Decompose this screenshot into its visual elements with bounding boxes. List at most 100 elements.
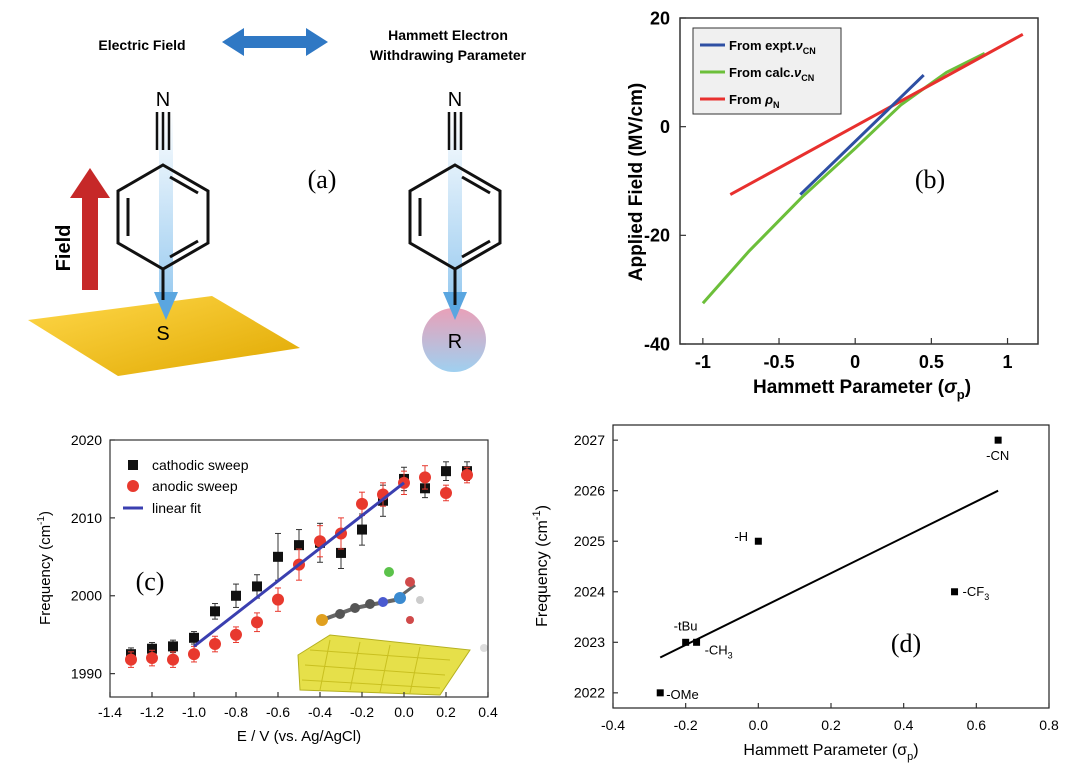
anodic-point bbox=[461, 469, 473, 482]
panel-label-a: (a) bbox=[308, 165, 337, 194]
cathodic-point bbox=[357, 524, 367, 535]
cathodic-point bbox=[189, 632, 199, 643]
y-tick-label-b: -20 bbox=[644, 226, 670, 246]
x-tick-label-d: 0.2 bbox=[821, 717, 841, 733]
point-label: -CN bbox=[986, 448, 1009, 463]
y-tick-label-d: 2027 bbox=[574, 432, 605, 448]
cathodic-point bbox=[273, 551, 283, 562]
fit-line-d bbox=[659, 489, 999, 659]
legend-item-cathodic: cathodic sweep bbox=[152, 457, 249, 473]
panel-a-schematic: Electric Field Hammett Electron Withdraw… bbox=[28, 27, 527, 376]
anodic-point bbox=[125, 653, 137, 666]
cathodic-point bbox=[210, 606, 220, 617]
x-tick-label-c: -0.2 bbox=[350, 704, 374, 720]
linear-fit-line bbox=[193, 481, 405, 648]
series-line-b-1 bbox=[729, 32, 1024, 196]
x-tick-label-c: 0.2 bbox=[436, 704, 456, 720]
y-tick-label-b: -40 bbox=[644, 334, 670, 354]
point-label: -CH3 bbox=[705, 642, 733, 660]
x-tick-label-c: -1.4 bbox=[98, 704, 122, 720]
x-tick-label-c: -1.2 bbox=[140, 704, 164, 720]
x-tick-label-b: 0 bbox=[850, 352, 860, 372]
data-point-d bbox=[682, 638, 690, 646]
y-tick-label-b: 0 bbox=[660, 117, 670, 137]
x-tick-label-d: 0.4 bbox=[894, 717, 914, 733]
point-label: -OMe bbox=[666, 687, 699, 702]
data-point-d bbox=[951, 588, 959, 596]
plot-frame-b bbox=[679, 17, 1039, 345]
left-title: Electric Field bbox=[98, 37, 185, 53]
y-tick-label-c: 2000 bbox=[71, 588, 102, 604]
x-tick-label-b: -0.5 bbox=[764, 352, 795, 372]
axis-ticks-c: -1.4 -1.2 -1.0 -0.8 -0.6 -0.4 -0.2 0.0 0.2 0.4 199… bbox=[71, 432, 498, 720]
anodic-point bbox=[167, 653, 179, 666]
x-tick-label-c: -1.0 bbox=[182, 704, 206, 720]
x-tick-label-c: -0.4 bbox=[308, 704, 332, 720]
anodic-point bbox=[440, 486, 452, 499]
anodic-point bbox=[356, 497, 368, 510]
x-tick-label-c: 0.4 bbox=[478, 704, 498, 720]
x-tick-label-d: -0.2 bbox=[674, 717, 698, 733]
x-tick-label-b: 0.5 bbox=[919, 352, 944, 372]
x-tick-label-d: 0.0 bbox=[749, 717, 769, 733]
cathodic-point bbox=[231, 590, 241, 601]
nitrogen-left: N bbox=[156, 89, 170, 111]
anodic-point bbox=[209, 638, 221, 651]
series-b bbox=[701, 32, 1024, 305]
y-tick-label-c: 2020 bbox=[71, 432, 102, 448]
legend-b: From expt.νCN From calc.νCN From ρN bbox=[692, 27, 842, 115]
legend-item-expt: From expt.νCN bbox=[729, 38, 816, 56]
y-tick-label-d: 2026 bbox=[574, 483, 605, 499]
axis-ticks-d: -0.4 -0.2 0.0 0.2 0.4 0.6 0.8 2022 2023 2024 2025 2… bbox=[574, 432, 1059, 733]
y-axis-label-c: Frequency (cm-1) bbox=[36, 511, 54, 625]
point-label: -H bbox=[734, 529, 748, 544]
cathodic-point bbox=[294, 540, 304, 551]
axis-ticks-b: -1 -0.5 0 0.5 1 -40 -20 0 20 bbox=[644, 8, 1013, 372]
x-tick-label-b: -1 bbox=[695, 352, 711, 372]
legend-c: cathodic sweep anodic sweep linear fit bbox=[123, 457, 249, 516]
y-tick-label-d: 2022 bbox=[574, 685, 605, 701]
panel-d-chart: -0.4 -0.2 0.0 0.2 0.4 0.6 0.8 2022 2023 2024 2025 2… bbox=[531, 424, 1059, 763]
anodic-point bbox=[251, 616, 263, 629]
anodic-point bbox=[188, 648, 200, 661]
y-tick-label-d: 2023 bbox=[574, 634, 605, 650]
cathodic-point bbox=[168, 641, 178, 652]
point-label: -tBu bbox=[674, 618, 698, 633]
legend-item-fit: linear fit bbox=[152, 500, 201, 516]
r-group-label: R bbox=[448, 331, 462, 353]
x-axis-label-d: Hammett Parameter (σp) bbox=[743, 742, 918, 763]
anodic-point bbox=[272, 593, 284, 606]
dipole-arrowhead-icon bbox=[154, 292, 178, 320]
data-point-d bbox=[994, 436, 1002, 444]
anodic-point bbox=[146, 652, 158, 665]
panel-label-b: (b) bbox=[915, 165, 945, 194]
y-tick-label-d: 2024 bbox=[574, 584, 605, 600]
x-tick-label-c: -0.8 bbox=[224, 704, 248, 720]
panel-label-d: (d) bbox=[891, 629, 921, 658]
data-point-d bbox=[754, 537, 762, 545]
x-tick-label-d: -0.4 bbox=[601, 717, 625, 733]
cathodic-point bbox=[252, 581, 262, 592]
sulfur-label: S bbox=[156, 323, 169, 345]
double-arrow-icon bbox=[222, 28, 328, 56]
x-tick-label-d: 0.8 bbox=[1039, 717, 1059, 733]
gold-surface bbox=[28, 296, 300, 376]
y-tick-label-b: 20 bbox=[650, 8, 670, 28]
anodic-point bbox=[230, 628, 242, 641]
y-axis-label-b: Applied Field (MV/cm) bbox=[626, 83, 647, 281]
data-point-d bbox=[693, 638, 701, 646]
panel-b-chart: -1 -0.5 0 0.5 1 -40 -20 0 20 From expt.νCN From … bbox=[626, 8, 1039, 402]
panel-c-chart: -1.4 -1.2 -1.0 -0.8 -0.6 -0.4 -0.2 0.0 0.2 0.4 199… bbox=[36, 432, 498, 745]
data-point-d bbox=[656, 689, 664, 697]
x-tick-label-d: 0.6 bbox=[967, 717, 987, 733]
cathodic-point bbox=[336, 547, 346, 558]
series-d: -OMe -tBu -CH3 -H -CF3 -CN bbox=[656, 436, 1009, 702]
left-molecule: N S bbox=[116, 89, 210, 345]
y-tick-label-c: 2010 bbox=[71, 510, 102, 526]
x-axis-label-b: Hammett Parameter (σp) bbox=[753, 377, 971, 402]
right-molecule: N R bbox=[408, 89, 502, 372]
x-tick-label-c: -0.6 bbox=[266, 704, 290, 720]
legend-item-anodic: anodic sweep bbox=[152, 478, 238, 494]
